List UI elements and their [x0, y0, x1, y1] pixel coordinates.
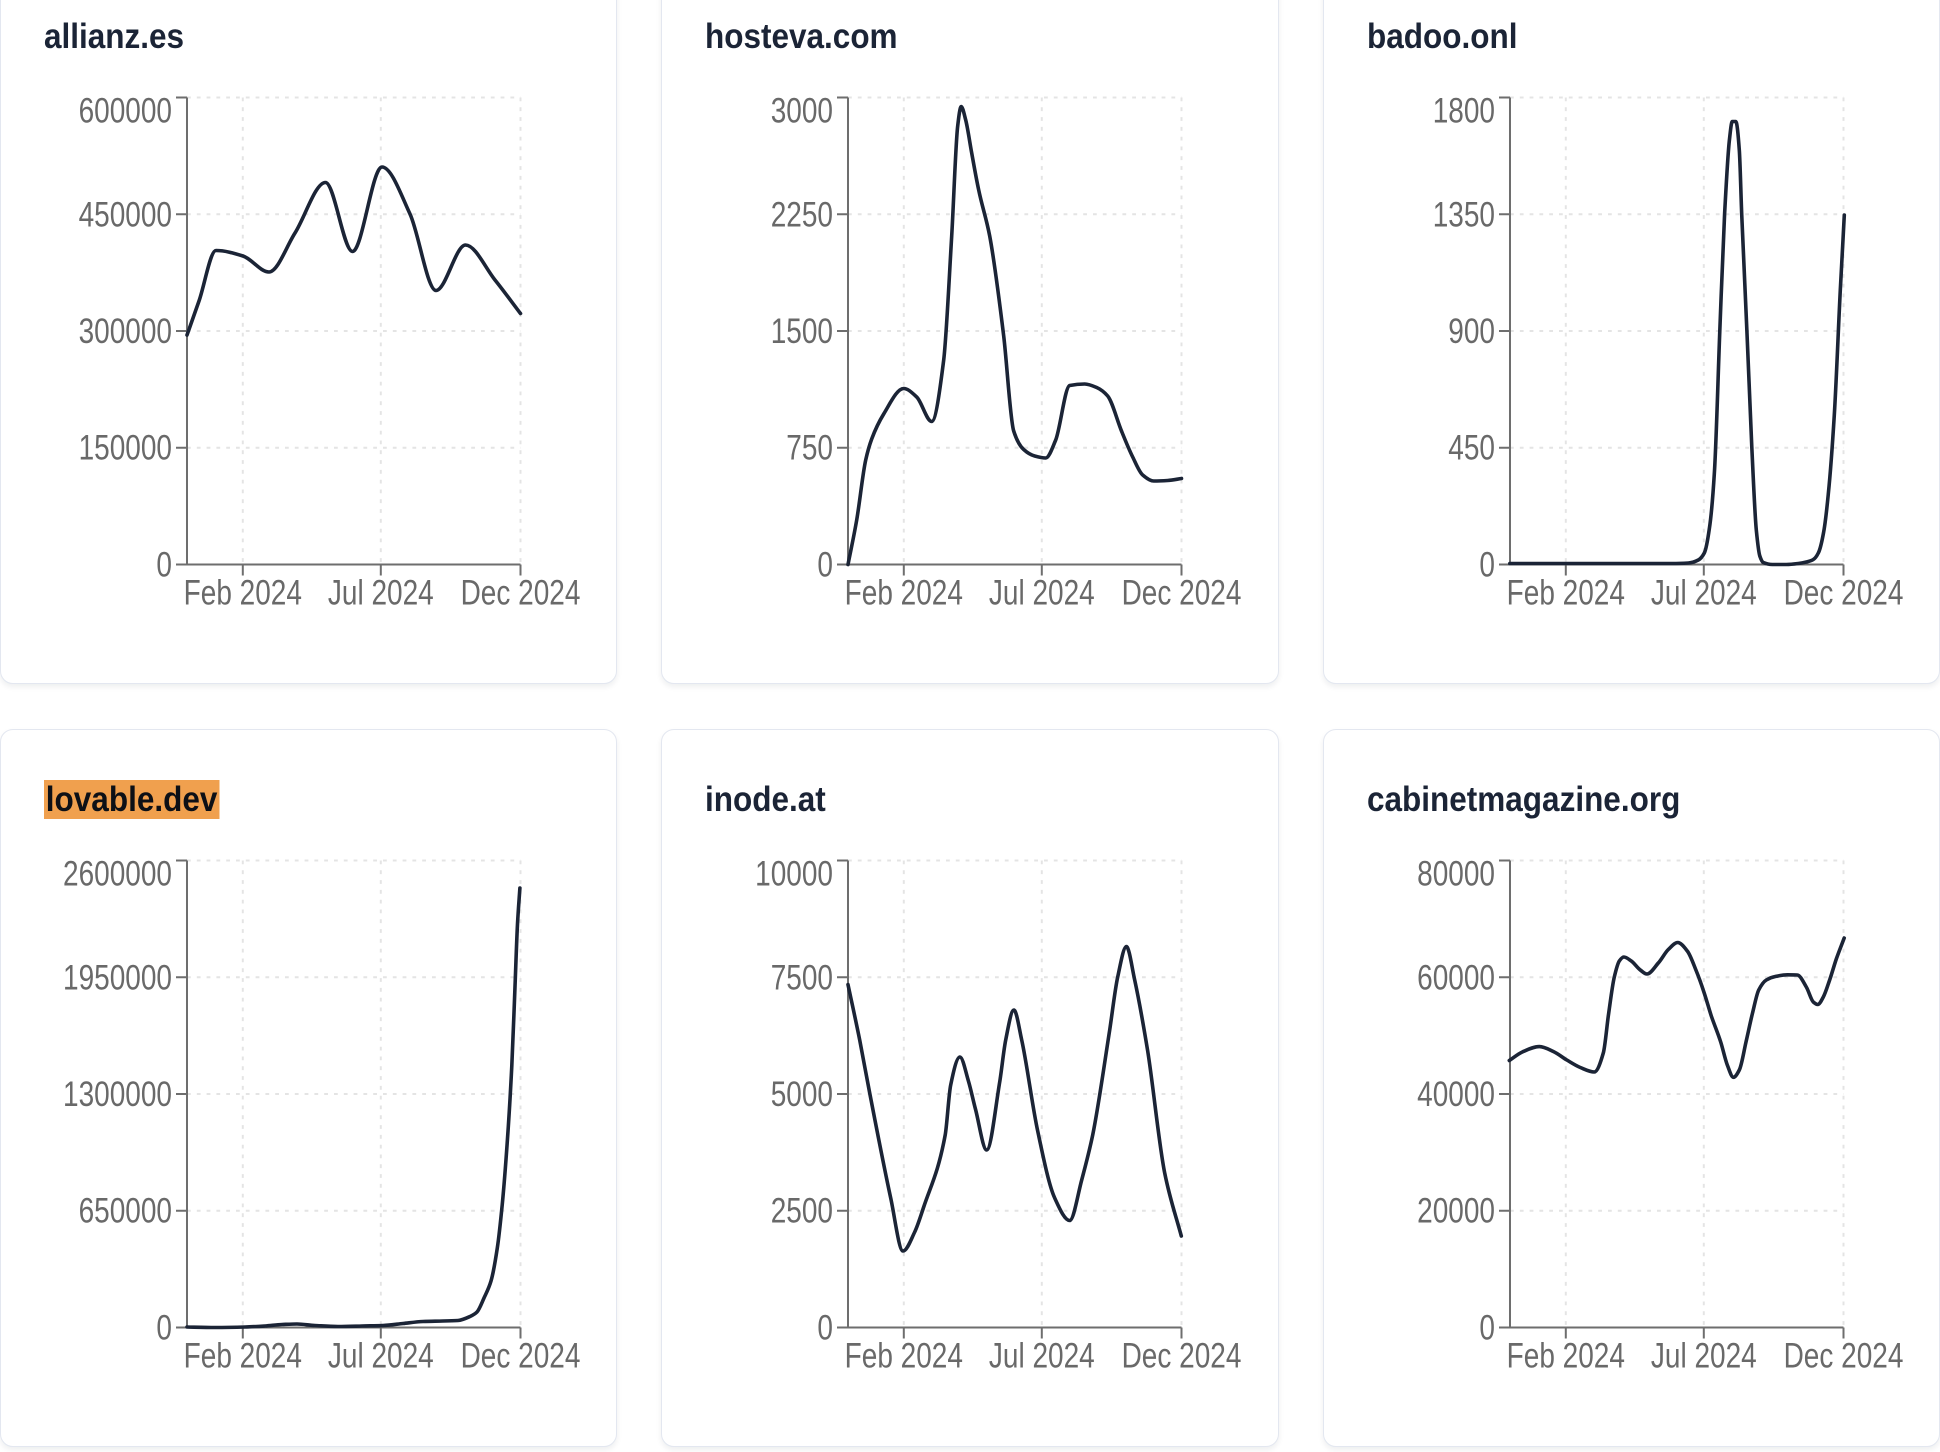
svg-text:750: 750	[787, 428, 834, 468]
svg-text:150000: 150000	[79, 428, 172, 468]
svg-text:40000: 40000	[1417, 1074, 1495, 1114]
svg-text:3000: 3000	[771, 90, 833, 130]
svg-text:450: 450	[1448, 428, 1495, 468]
svg-text:1500: 1500	[771, 311, 833, 351]
svg-text:Jul 2024: Jul 2024	[328, 1335, 434, 1375]
svg-text:900: 900	[1448, 311, 1495, 351]
svg-text:Feb 2024: Feb 2024	[845, 1335, 963, 1375]
svg-text:80000: 80000	[1417, 853, 1495, 893]
svg-text:Feb 2024: Feb 2024	[1506, 1335, 1624, 1375]
svg-text:Jul 2024: Jul 2024	[989, 572, 1095, 612]
svg-text:Feb 2024: Feb 2024	[184, 1335, 302, 1375]
svg-text:300000: 300000	[79, 311, 172, 351]
svg-text:Jul 2024: Jul 2024	[1651, 572, 1757, 612]
svg-text:650000: 650000	[79, 1191, 172, 1231]
svg-text:2600000: 2600000	[63, 853, 172, 893]
svg-text:Jul 2024: Jul 2024	[1651, 1335, 1757, 1375]
svg-text:0: 0	[156, 544, 172, 584]
svg-text:0: 0	[1479, 544, 1495, 584]
svg-text:20000: 20000	[1417, 1191, 1495, 1231]
svg-text:1800: 1800	[1432, 90, 1494, 130]
svg-text:Jul 2024: Jul 2024	[328, 572, 434, 612]
svg-text:1950000: 1950000	[63, 957, 172, 997]
svg-text:Dec 2024: Dec 2024	[461, 1335, 581, 1375]
svg-text:Dec 2024: Dec 2024	[461, 572, 581, 612]
svg-text:450000: 450000	[79, 194, 172, 234]
svg-text:0: 0	[818, 544, 834, 584]
svg-text:Feb 2024: Feb 2024	[1506, 572, 1624, 612]
svg-text:600000: 600000	[79, 90, 172, 130]
svg-text:2250: 2250	[771, 194, 833, 234]
svg-text:Dec 2024: Dec 2024	[1122, 572, 1242, 612]
svg-text:0: 0	[1479, 1307, 1495, 1347]
svg-text:10000: 10000	[755, 853, 833, 893]
svg-text:Jul 2024: Jul 2024	[989, 1335, 1095, 1375]
svg-text:7500: 7500	[771, 957, 833, 997]
svg-text:2500: 2500	[771, 1191, 833, 1231]
svg-text:Dec 2024: Dec 2024	[1783, 1335, 1903, 1375]
svg-text:60000: 60000	[1417, 957, 1495, 997]
svg-text:0: 0	[818, 1307, 834, 1347]
svg-text:Feb 2024: Feb 2024	[845, 572, 963, 612]
svg-text:Feb 2024: Feb 2024	[184, 572, 302, 612]
svg-text:0: 0	[156, 1307, 172, 1347]
svg-text:5000: 5000	[771, 1074, 833, 1114]
svg-text:Dec 2024: Dec 2024	[1122, 1335, 1242, 1375]
svg-text:Dec 2024: Dec 2024	[1783, 572, 1903, 612]
svg-text:1300000: 1300000	[63, 1074, 172, 1114]
svg-text:1350: 1350	[1432, 194, 1494, 234]
